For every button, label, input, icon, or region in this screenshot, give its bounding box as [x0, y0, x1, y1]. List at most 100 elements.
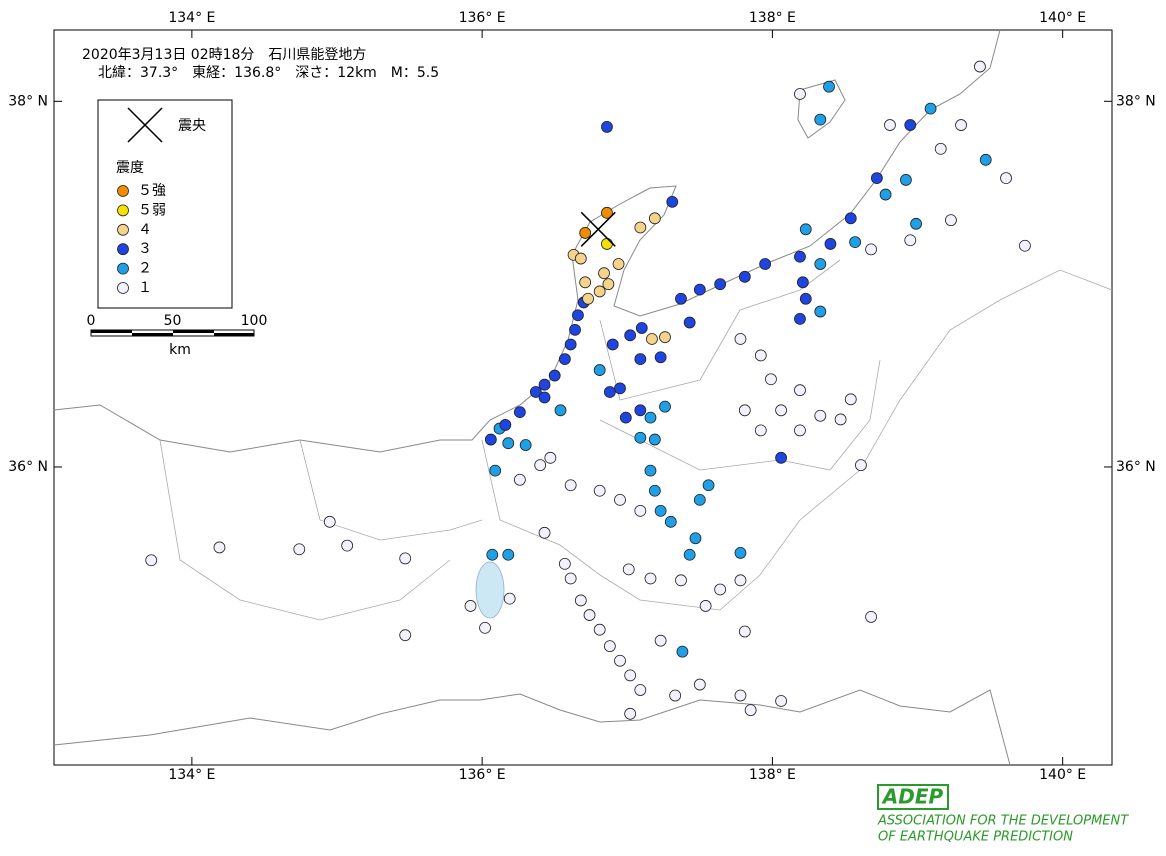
station: [734, 547, 747, 559]
x-tick-label: 138° E: [749, 767, 796, 783]
station: [799, 292, 812, 305]
station: [799, 223, 812, 236]
station: [601, 238, 613, 250]
station: [884, 119, 896, 131]
scale-tick-label: 0: [87, 313, 96, 329]
station: [583, 609, 596, 621]
station: [900, 174, 912, 186]
station: [794, 384, 806, 397]
station: [1000, 172, 1012, 184]
station: [865, 243, 877, 256]
station: [323, 515, 336, 528]
station: [572, 309, 584, 322]
station: [513, 406, 526, 419]
station: [502, 548, 515, 561]
logo-mark: ADEP: [881, 785, 944, 809]
station: [529, 386, 542, 398]
logo-line: OF EARTHQUAKE PREDICTION: [878, 830, 1073, 845]
legend-marker: [117, 185, 129, 197]
scale-tick-label: 100: [241, 313, 268, 329]
station: [924, 102, 937, 115]
station: [910, 217, 922, 230]
station: [759, 258, 772, 270]
station: [634, 221, 647, 234]
station: [574, 252, 587, 265]
legend-label: ３: [138, 241, 152, 257]
x-tick-label: 134° E: [168, 10, 215, 26]
legend-label: ２: [138, 261, 152, 277]
station: [293, 543, 306, 556]
station: [648, 212, 661, 225]
station: [569, 323, 581, 336]
station: [601, 121, 613, 133]
x-tick-label: 140° E: [1039, 767, 1086, 783]
station: [624, 669, 637, 682]
station: [634, 404, 647, 417]
station: [775, 451, 788, 464]
station: [659, 400, 671, 413]
station: [564, 572, 577, 585]
station: [654, 504, 667, 517]
station: [341, 539, 354, 552]
station: [603, 640, 616, 653]
station: [693, 678, 706, 691]
station: [955, 119, 967, 131]
station: [675, 292, 687, 305]
legend-marker: [117, 282, 129, 294]
station: [634, 353, 647, 366]
station: [844, 212, 857, 225]
station: [714, 278, 727, 291]
station: [634, 431, 647, 444]
station: [814, 305, 827, 318]
station: [538, 391, 551, 404]
logo: ADEP ASSOCIATION FOR THE DEVELOPMENT OF …: [877, 784, 1129, 845]
station: [654, 634, 667, 647]
station: [635, 322, 648, 334]
station: [644, 572, 657, 585]
station: [564, 479, 577, 492]
station: [614, 382, 626, 395]
x-tick-label: 138° E: [749, 10, 796, 26]
legend-title: 震度: [116, 160, 144, 176]
station: [675, 574, 687, 587]
station: [582, 292, 594, 305]
station: [538, 378, 551, 391]
station: [622, 563, 635, 576]
scale-tick-label: 50: [164, 313, 182, 329]
station: [624, 329, 637, 342]
info: 北緯：37.3° 東経：136.8° 深さ：12km M：5.5: [98, 65, 439, 81]
station: [734, 574, 747, 587]
legend-epicenter-label: 震央: [178, 118, 206, 134]
station: [399, 552, 412, 565]
station: [574, 594, 587, 607]
station: [775, 695, 788, 707]
x-tick-label: 136° E: [459, 767, 506, 783]
station: [499, 419, 512, 431]
legend-label: ５強: [138, 183, 166, 199]
station: [538, 526, 551, 539]
station: [558, 353, 571, 366]
station: [534, 459, 547, 472]
station: [693, 283, 706, 296]
station: [548, 369, 561, 382]
station: [648, 433, 661, 446]
station: [502, 437, 515, 450]
station: [486, 548, 499, 561]
station: [945, 214, 957, 227]
station: [934, 142, 947, 155]
station: [644, 464, 657, 477]
logo-line: ASSOCIATION FOR THE DEVELOPMENT: [877, 814, 1129, 829]
station: [714, 583, 727, 596]
station: [213, 541, 226, 554]
title: 2020年3月13日 02時18分 石川県能登地方: [82, 47, 366, 63]
station: [614, 654, 626, 667]
station: [676, 645, 689, 658]
station: [738, 270, 751, 283]
station: [644, 411, 657, 424]
coastline: [53, 29, 1113, 766]
station: [699, 600, 712, 612]
station: [693, 493, 706, 506]
station: [503, 592, 516, 605]
station: [794, 424, 806, 437]
